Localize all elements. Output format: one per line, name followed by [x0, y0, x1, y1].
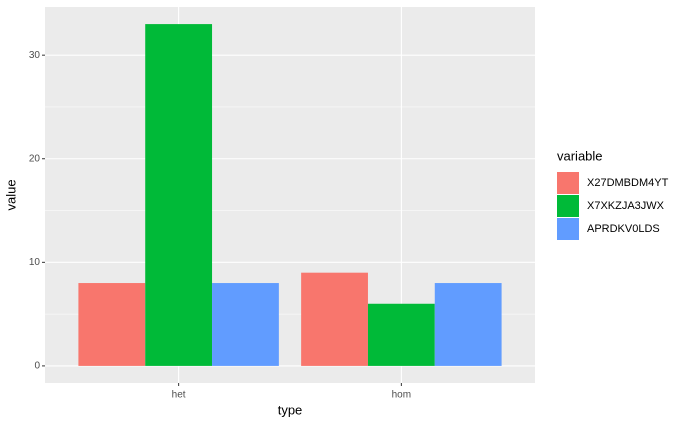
- y-axis-title: value: [3, 179, 18, 210]
- legend-key: [557, 218, 579, 240]
- bar: [434, 283, 502, 366]
- y-tick-label: 30: [29, 50, 41, 61]
- bar: [145, 24, 213, 366]
- legend-key: [557, 195, 579, 217]
- y-tick-label: 20: [29, 153, 41, 164]
- y-tick-label: 10: [29, 257, 41, 268]
- legend-label: X7XKZJA3JWX: [587, 200, 665, 212]
- y-tick-label: 0: [34, 361, 40, 372]
- legend-title: variable: [557, 148, 603, 163]
- bar: [212, 283, 279, 366]
- x-tick-label: het: [172, 390, 186, 401]
- x-axis-title: type: [278, 402, 303, 417]
- bar: [78, 283, 146, 366]
- legend-key: [557, 172, 579, 194]
- bar: [301, 272, 368, 366]
- legend-label: X27DMBDM4YT: [587, 177, 669, 189]
- x-tick-label: hom: [392, 390, 411, 401]
- bar: [367, 303, 435, 366]
- legend-label: APRDKV0LDS: [587, 223, 660, 235]
